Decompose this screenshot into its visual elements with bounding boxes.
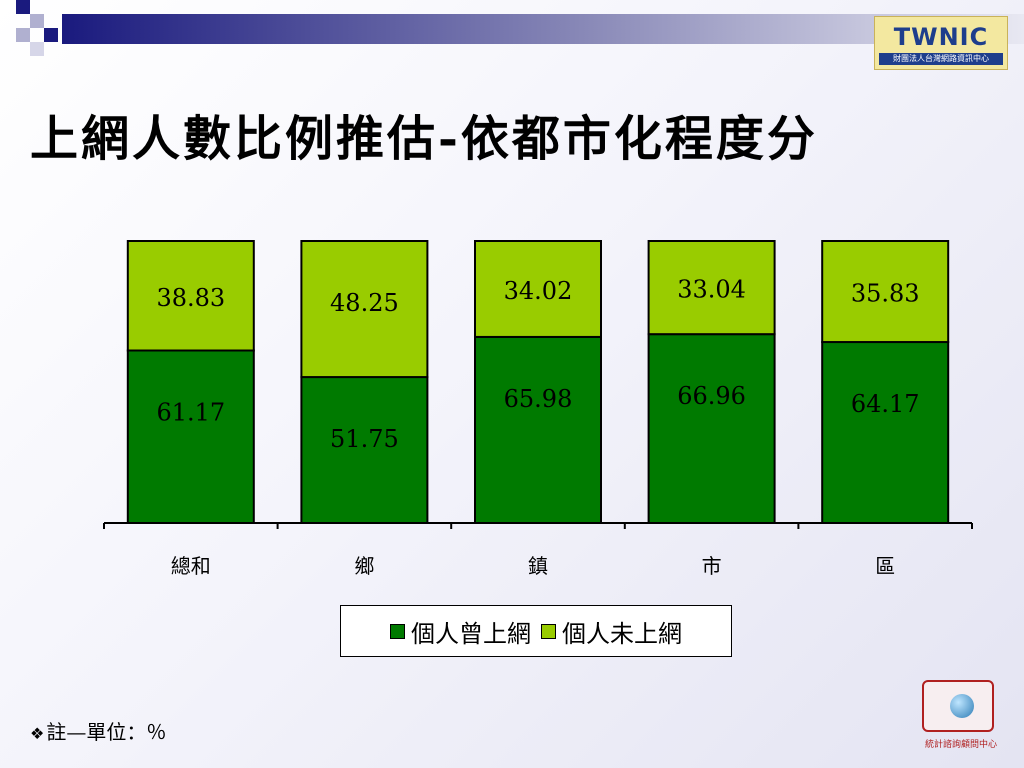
title-bar-decoration [16,0,1024,56]
legend-swatch-not-used [541,623,556,639]
x-tick-label: 鄉 [354,554,374,578]
x-tick-label: 市 [702,554,722,578]
x-tick-label: 鎮 [528,554,548,578]
legend-swatch-used [390,623,405,639]
fju-statistics-logo: 統計諮詢顧問中心 [914,680,1008,750]
chart-legend: 個人曾上網 個人未上網 [340,605,732,657]
data-label-used: 66.96 [677,382,746,410]
twnic-logo-subtext: 財團法人台灣網路資訊中心 [879,53,1003,65]
legend-label-not-used: 個人未上網 [562,619,682,648]
diamond-bullet-icon: ❖ [30,724,45,743]
bar-not-used [300,240,429,379]
data-label-used: 51.75 [330,425,399,453]
page-title: 上網人數比例推估-依都市化程度分 [30,111,818,167]
bar-not-used [647,240,776,336]
globe-icon [950,694,974,718]
footnote-text: 註—單位：％ [46,720,167,744]
data-label-used: 61.17 [156,399,225,427]
data-label-not-used: 38.83 [156,284,225,312]
bar-not-used [126,240,255,352]
legend-label-used: 個人曾上網 [411,619,531,648]
x-tick-label: 區 [875,554,895,578]
bar-used [821,341,950,524]
bar-used [647,333,776,524]
x-tick-label: 總和 [171,554,211,578]
data-label-not-used: 34.02 [504,277,573,305]
seal-icon [922,680,994,732]
bar-used [300,376,429,524]
data-label-used: 65.98 [504,385,573,413]
bar-used [126,349,255,525]
bar-not-used [474,240,602,338]
bar-not-used [821,240,950,344]
legend-item-not-used: 個人未上網 [541,614,682,649]
data-label-not-used: 48.25 [330,289,399,317]
data-label-not-used: 33.04 [677,276,746,304]
twnic-logo: TWNIC 財團法人台灣網路資訊中心 [874,16,1008,70]
legend-item-used: 個人曾上網 [390,614,531,649]
data-label-not-used: 35.83 [851,280,920,308]
bar-used [474,335,602,524]
stacked-bar-chart: 61.17 38.83 總和 51.75 48.25 鄉 65.98 34.02 鎮 66.96 3… [103,240,973,578]
footnote: ❖ 註—單位：％ [30,716,166,745]
fju-logo-subtext: 統計諮詢顧問中心 [924,740,997,750]
data-label-used: 64.17 [851,390,920,418]
twnic-logo-wordmark: TWNIC [893,23,989,51]
